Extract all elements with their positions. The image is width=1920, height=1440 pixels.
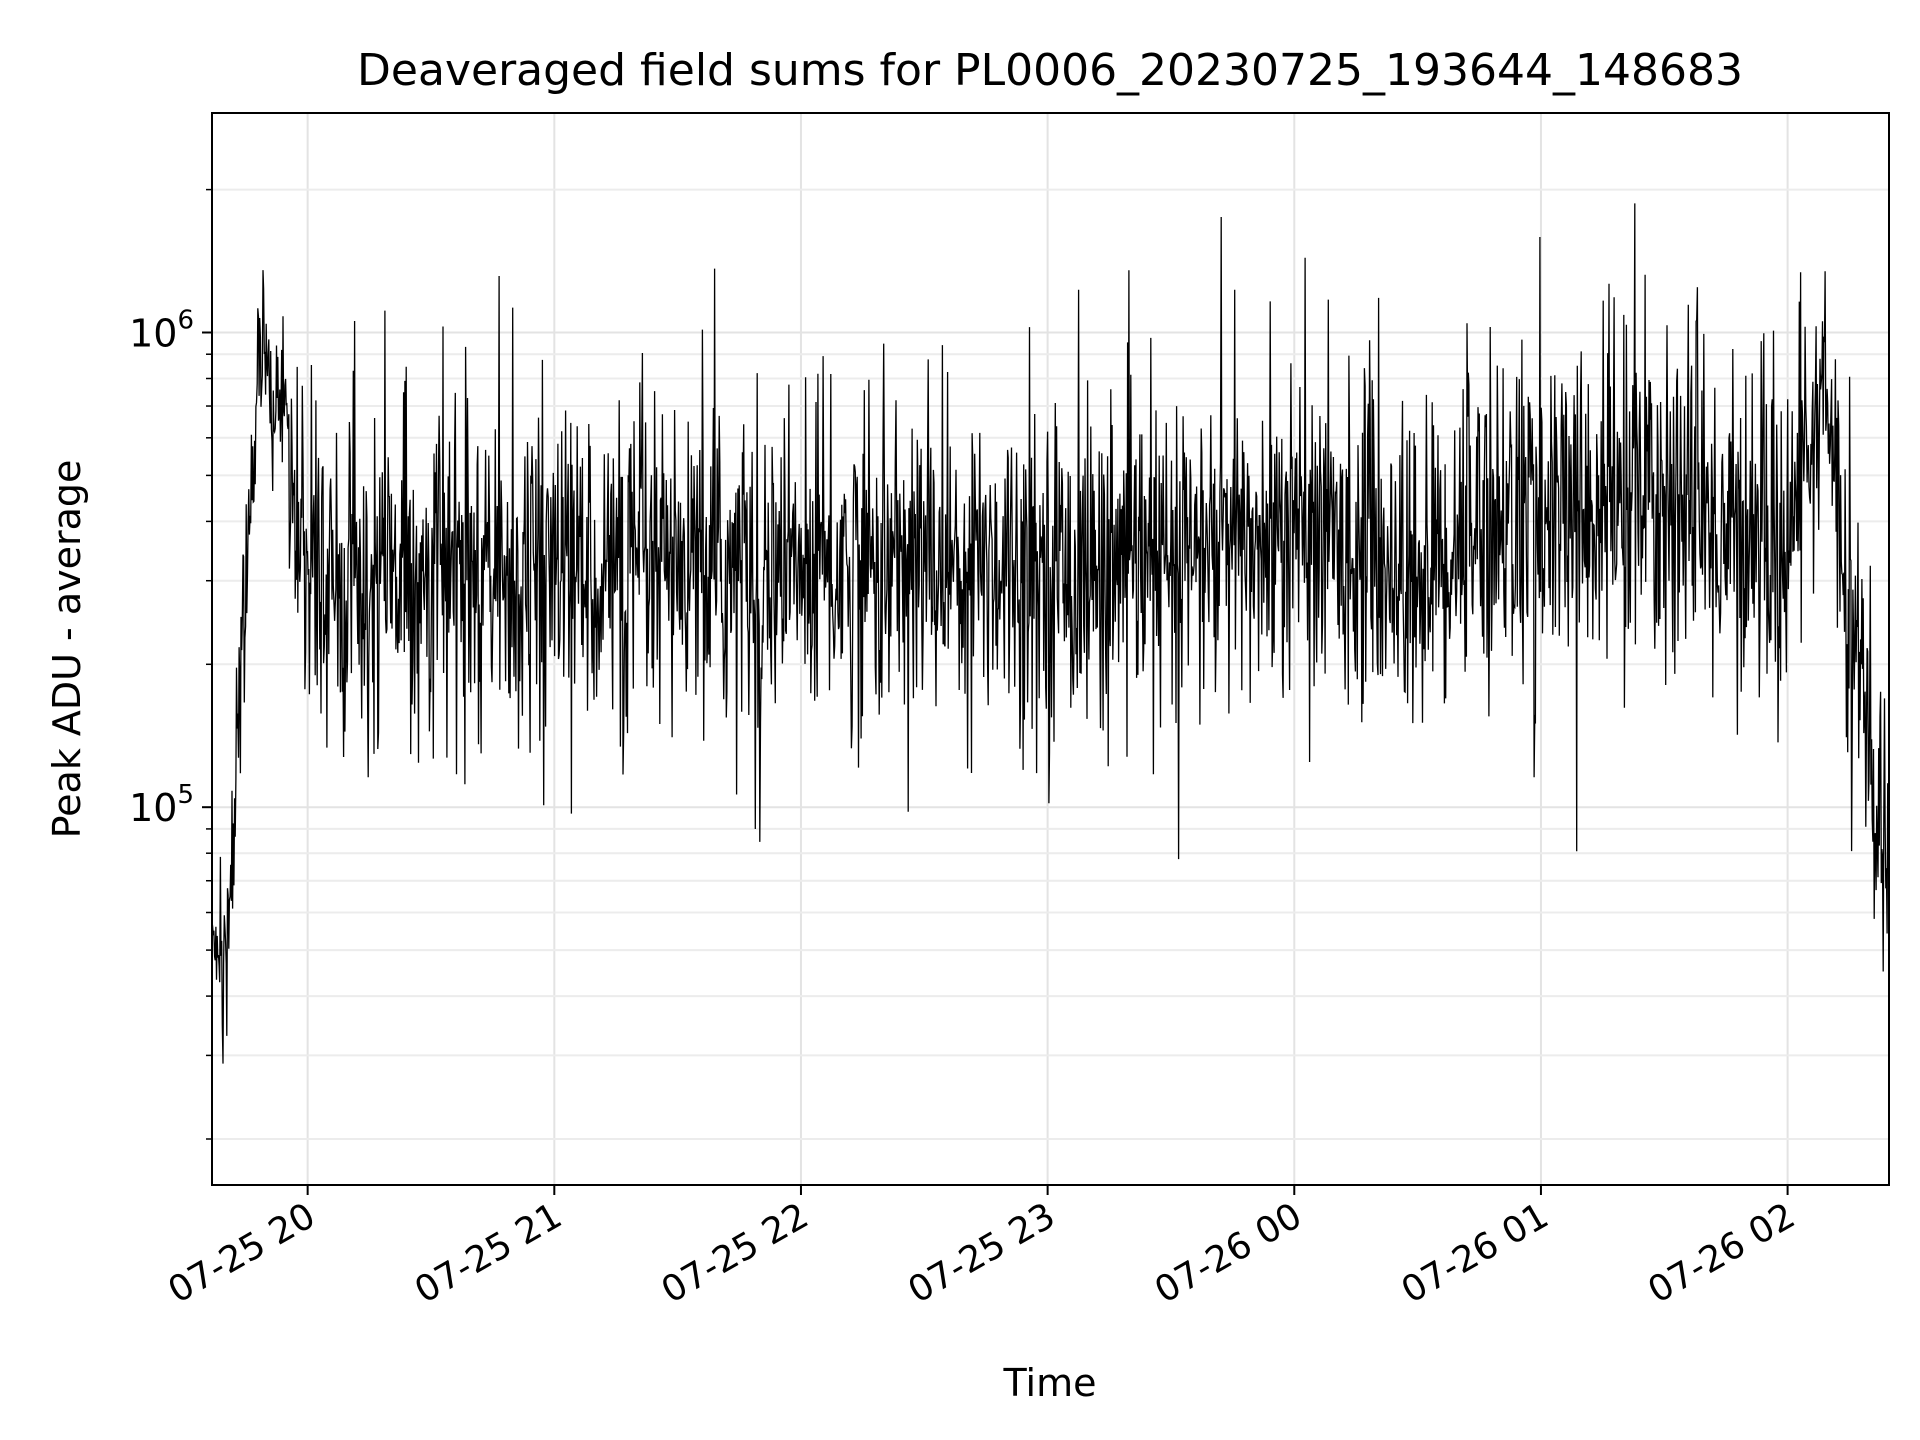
plot-frame	[211, 112, 1890, 1186]
x-tick-label: 07-26 00	[1148, 1195, 1309, 1311]
y-tick-label: 105	[129, 780, 194, 830]
y-axis: 105 106	[129, 188, 212, 1140]
x-tick-label: 07-25 23	[901, 1195, 1062, 1311]
series-layer	[211, 203, 1890, 1064]
x-tick-label: 07-26 02	[1641, 1195, 1802, 1311]
y-axis-label: Peak ADU - average	[45, 460, 89, 839]
x-tick-label: 07-25 22	[655, 1195, 816, 1311]
x-tick-label: 07-25 21	[408, 1195, 569, 1311]
x-axis: 07-25 20 07-25 21 07-25 22 07-25 23 07-26 00…	[161, 1185, 1802, 1312]
series-line	[211, 203, 1890, 1064]
x-tick-label: 07-26 01	[1395, 1195, 1556, 1311]
x-tick-label: 07-25 20	[161, 1195, 322, 1311]
x-axis-label: Time	[1003, 1361, 1097, 1405]
chart-title: Deaveraged field sums for PL0006_2023072…	[357, 45, 1743, 96]
y-tick-label: 106	[129, 305, 194, 355]
